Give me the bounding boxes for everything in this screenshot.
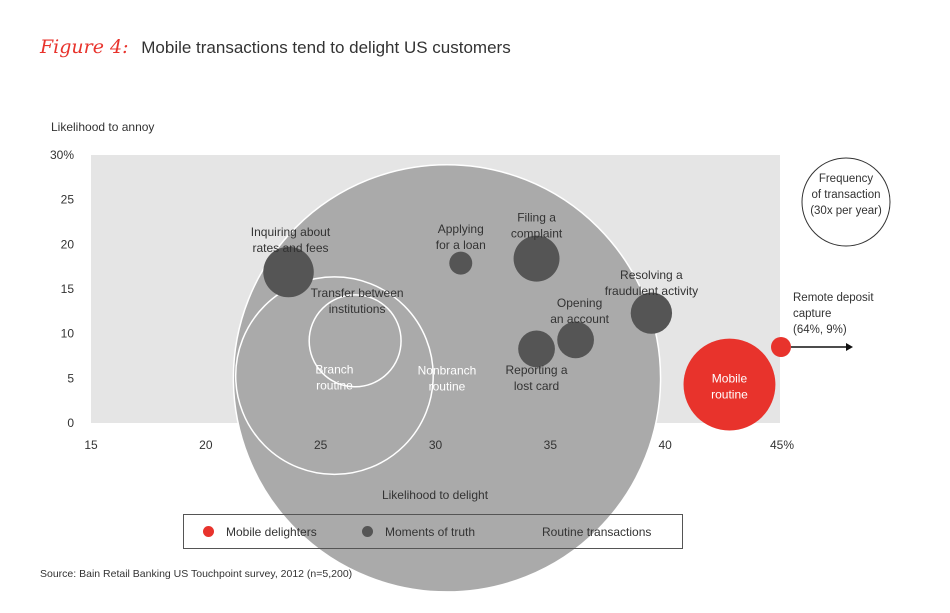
bubble-label-resolving-a-fraudulent-activity: Resolving a [620, 268, 683, 282]
chart-title: Mobile transactions tend to delight US c… [141, 38, 511, 57]
remote-deposit-label-line1: Remote deposit [793, 292, 874, 304]
bubble-label-opening-an-account: Opening [557, 296, 602, 310]
bubble-label-reporting-a-lost-card: lost card [514, 379, 559, 393]
x-tick-label: 25 [314, 438, 328, 452]
y-tick-label: 5 [67, 371, 74, 385]
frequency-key-line2: of transaction [811, 189, 880, 201]
x-tick-label: 45% [770, 438, 794, 452]
bubble-label-branch-routine: routine [316, 379, 353, 393]
legend-label-moments: Moments of truth [385, 524, 476, 539]
bubble-label-filing-a-complaint: Filing a [517, 211, 556, 225]
bubble-transfer-between-institutions [308, 294, 402, 388]
bubble-label-mobile-routine: Mobile [712, 372, 748, 386]
bubble-label-nonbranch-routine: Nonbranch [418, 363, 477, 377]
frequency-key-line3: (30x per year) [810, 205, 882, 217]
frequency-key-line1: Frequency [819, 173, 874, 185]
bubble-label-applying-for-a-loan: for a loan [436, 238, 486, 252]
bubble-label-resolving-a-fraudulent-activity: fraudulent activity [605, 284, 698, 298]
x-tick-label: 40 [658, 438, 672, 452]
figure-title: Figure 4: Mobile transactions tend to de… [40, 36, 511, 58]
bubble-label-opening-an-account: an account [550, 312, 609, 326]
legend: Mobile delighters Moments of truth Routi… [183, 514, 683, 549]
legend-label-mobile: Mobile delighters [226, 524, 317, 539]
bubble-remote-deposit-capture [771, 337, 791, 357]
bubble-label-inquiring-about-rates-and-fees: rates and fees [252, 241, 328, 255]
legend-swatch-moments [362, 526, 373, 537]
legend-swatch-routine [519, 526, 530, 537]
x-tick-label: 35 [544, 438, 558, 452]
bubble-label-applying-for-a-loan: Applying [438, 222, 484, 236]
bubble-applying-for-a-loan [449, 251, 473, 275]
x-axis-title: Likelihood to delight [382, 488, 489, 502]
legend-label-routine: Routine transactions [542, 524, 652, 539]
off-scale-arrowhead [846, 343, 853, 351]
y-tick-label: 20 [61, 237, 75, 251]
bubble-label-transfer-between-institutions: institutions [329, 302, 386, 316]
bubble-label-filing-a-complaint: complaint [511, 227, 563, 241]
bubble-mobile-routine [683, 338, 776, 431]
bubble-label-mobile-routine: routine [711, 388, 748, 402]
bubble-label-reporting-a-lost-card: Reporting a [506, 363, 568, 377]
y-tick-label: 15 [61, 282, 75, 296]
bubble-opening-an-account [557, 321, 594, 359]
legend-swatch-mobile [203, 526, 214, 537]
bubble-reporting-a-lost-card [518, 330, 555, 368]
y-tick-label: 30% [50, 148, 74, 162]
bubble-label-inquiring-about-rates-and-fees: Inquiring about [251, 225, 331, 239]
legend-item-moments-of-truth: Moments of truth [362, 525, 475, 539]
frequency-key-circle [801, 157, 891, 247]
y-tick-label: 25 [61, 193, 75, 207]
x-tick-label: 30 [429, 438, 443, 452]
legend-item-routine-transactions: Routine transactions [519, 525, 651, 539]
bubble-resolving-a-fraudulent-activity [630, 292, 673, 334]
bubble-inquiring-about-rates-and-fees [263, 246, 314, 298]
source-note: Source: Bain Retail Banking US Touchpoin… [40, 568, 353, 580]
y-tick-label: 0 [67, 416, 74, 430]
y-tick-label: 10 [61, 327, 75, 341]
legend-item-mobile-delighters: Mobile delighters [203, 525, 317, 539]
x-tick-label: 15 [84, 438, 98, 452]
y-axis-title: Likelihood to annoy [51, 120, 154, 134]
bubble-label-branch-routine: Branch [315, 363, 353, 377]
bubble-label-transfer-between-institutions: Transfer between [311, 286, 404, 300]
figure-number: Figure 4: [40, 36, 129, 58]
remote-deposit-label-line2: capture [793, 308, 831, 320]
bubble-label-nonbranch-routine: routine [429, 379, 466, 393]
x-tick-label: 20 [199, 438, 213, 452]
remote-deposit-label-line3: (64%, 9%) [793, 324, 847, 336]
bubble-filing-a-complaint [513, 235, 560, 282]
